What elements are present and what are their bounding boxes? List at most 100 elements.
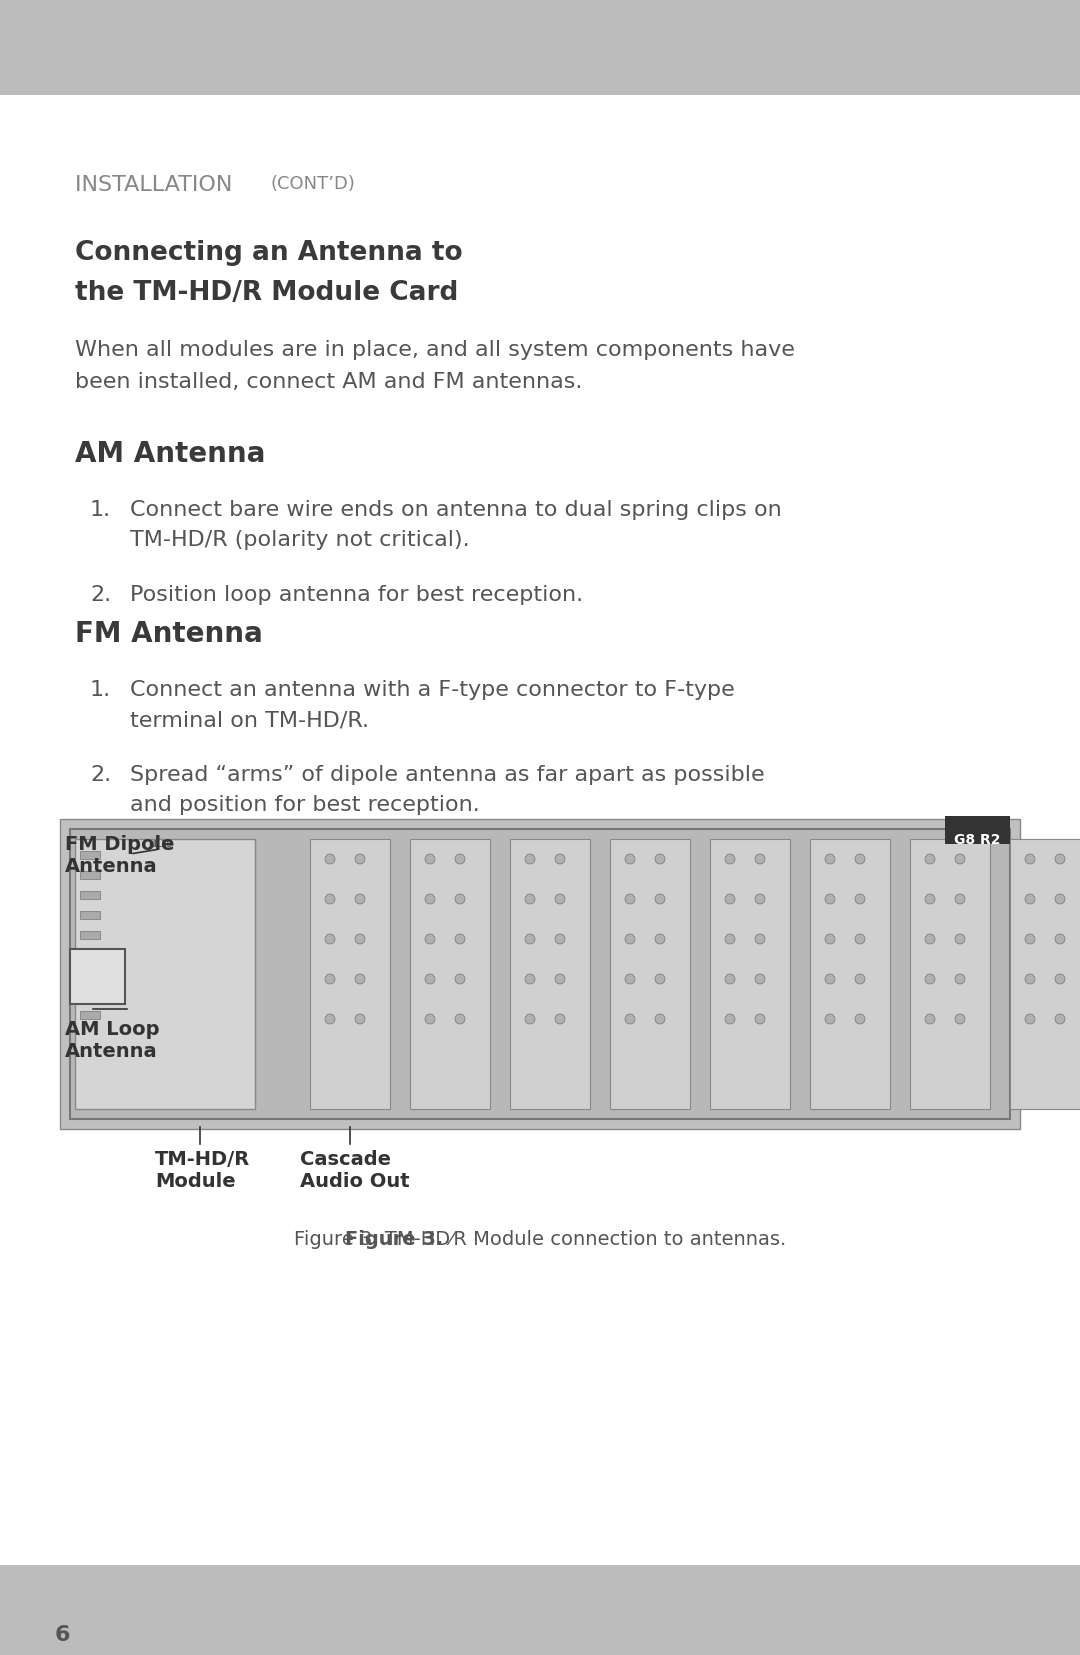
Bar <box>80 932 100 940</box>
Circle shape <box>955 975 966 985</box>
Circle shape <box>855 975 865 985</box>
Text: FM Antenna: FM Antenna <box>75 619 262 647</box>
Bar <box>0 1566 1080 1655</box>
Circle shape <box>1055 894 1065 904</box>
Bar <box>80 1011 100 1019</box>
Circle shape <box>1025 935 1035 945</box>
Bar <box>310 839 390 1109</box>
Circle shape <box>1055 1015 1065 1024</box>
Circle shape <box>855 854 865 864</box>
Circle shape <box>725 1015 735 1024</box>
Circle shape <box>924 1015 935 1024</box>
Text: Connect an antenna with a F-type connector to F-type: Connect an antenna with a F-type connect… <box>130 680 734 700</box>
Bar <box>60 819 1020 1129</box>
Circle shape <box>625 894 635 904</box>
Circle shape <box>625 935 635 945</box>
Circle shape <box>755 975 765 985</box>
Circle shape <box>855 1015 865 1024</box>
Circle shape <box>825 1015 835 1024</box>
Circle shape <box>625 1015 635 1024</box>
Text: 1.: 1. <box>90 500 111 520</box>
Bar <box>80 912 100 920</box>
Bar <box>80 892 100 899</box>
Circle shape <box>1025 894 1035 904</box>
Circle shape <box>1055 854 1065 864</box>
Circle shape <box>955 894 966 904</box>
Circle shape <box>1025 1015 1035 1024</box>
Text: INSTALLATION: INSTALLATION <box>75 175 240 195</box>
Text: AM Loop
Antenna: AM Loop Antenna <box>65 1019 160 1061</box>
Text: When all modules are in place, and all system components have: When all modules are in place, and all s… <box>75 339 795 359</box>
Circle shape <box>426 1015 435 1024</box>
Text: and position for best reception.: and position for best reception. <box>130 794 480 814</box>
Circle shape <box>1025 854 1035 864</box>
Circle shape <box>355 854 365 864</box>
Text: Figure 3. TM-HD⁄R Module connection to antennas.: Figure 3. TM-HD⁄R Module connection to a… <box>294 1230 786 1248</box>
Bar <box>410 839 490 1109</box>
Circle shape <box>1055 975 1065 985</box>
Circle shape <box>355 1015 365 1024</box>
Text: G8 R2: G8 R2 <box>954 832 1000 846</box>
Circle shape <box>355 975 365 985</box>
Bar <box>710 839 789 1109</box>
Circle shape <box>355 935 365 945</box>
Bar <box>610 839 690 1109</box>
Circle shape <box>755 854 765 864</box>
Circle shape <box>924 935 935 945</box>
Bar <box>810 839 890 1109</box>
Circle shape <box>825 854 835 864</box>
Circle shape <box>825 935 835 945</box>
Circle shape <box>855 935 865 945</box>
Text: 1.: 1. <box>90 680 111 700</box>
Bar <box>510 839 590 1109</box>
Circle shape <box>955 854 966 864</box>
Circle shape <box>426 975 435 985</box>
Circle shape <box>455 935 465 945</box>
Text: (CONT’D): (CONT’D) <box>270 175 355 194</box>
Circle shape <box>525 975 535 985</box>
Circle shape <box>426 894 435 904</box>
Circle shape <box>825 975 835 985</box>
Text: TM-HD/R (polarity not critical).: TM-HD/R (polarity not critical). <box>130 530 470 549</box>
Circle shape <box>325 1015 335 1024</box>
Bar <box>80 971 100 980</box>
Bar <box>80 952 100 960</box>
Bar <box>80 851 100 859</box>
Circle shape <box>725 894 735 904</box>
Text: NILES: NILES <box>148 839 172 849</box>
Circle shape <box>426 854 435 864</box>
Circle shape <box>855 894 865 904</box>
Bar <box>910 839 990 1109</box>
Circle shape <box>725 935 735 945</box>
Circle shape <box>426 935 435 945</box>
Circle shape <box>825 894 835 904</box>
Circle shape <box>525 935 535 945</box>
Circle shape <box>755 935 765 945</box>
Circle shape <box>555 935 565 945</box>
Circle shape <box>625 854 635 864</box>
Text: terminal on TM-HD/R.: terminal on TM-HD/R. <box>130 710 369 730</box>
Bar <box>75 839 255 1109</box>
Text: TM-HD/R
Module: TM-HD/R Module <box>156 1149 251 1190</box>
Text: Spread “arms” of dipole antenna as far apart as possible: Spread “arms” of dipole antenna as far a… <box>130 765 765 784</box>
Text: 2.: 2. <box>90 765 111 784</box>
Circle shape <box>654 894 665 904</box>
Circle shape <box>325 975 335 985</box>
Circle shape <box>325 854 335 864</box>
Circle shape <box>555 1015 565 1024</box>
Circle shape <box>525 854 535 864</box>
Circle shape <box>525 894 535 904</box>
Bar <box>70 950 125 1005</box>
Circle shape <box>654 935 665 945</box>
Circle shape <box>555 854 565 864</box>
Circle shape <box>455 975 465 985</box>
Circle shape <box>924 854 935 864</box>
Circle shape <box>1025 975 1035 985</box>
Circle shape <box>654 1015 665 1024</box>
Bar <box>70 829 1010 1119</box>
Text: Position loop antenna for best reception.: Position loop antenna for best reception… <box>130 584 583 604</box>
Circle shape <box>955 935 966 945</box>
Bar <box>80 991 100 1000</box>
Circle shape <box>355 894 365 904</box>
Circle shape <box>555 894 565 904</box>
